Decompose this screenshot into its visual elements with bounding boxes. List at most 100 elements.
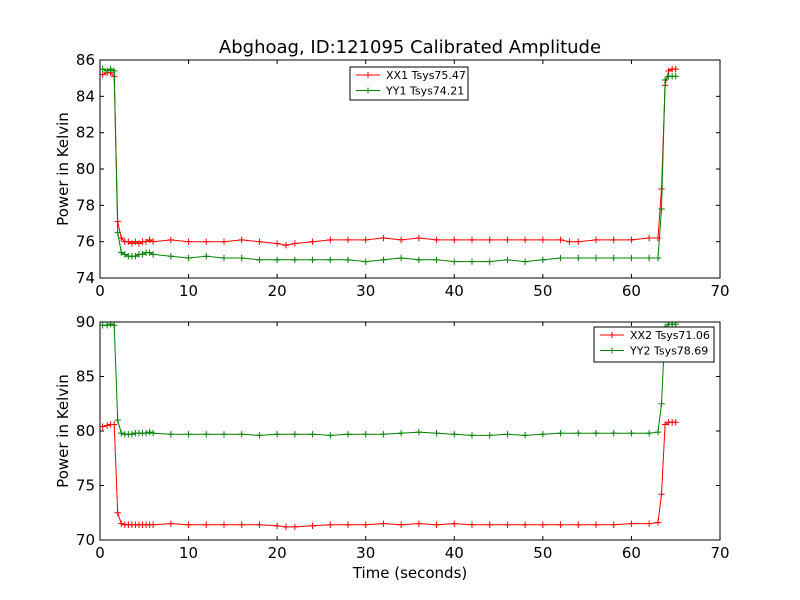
- data-point-marker: [645, 234, 653, 242]
- y-tick-label: 78: [76, 196, 95, 214]
- x-tick-label: 20: [268, 544, 287, 562]
- legend-box: [349, 66, 469, 101]
- data-point-marker: [380, 256, 387, 264]
- data-point-marker: [149, 238, 157, 245]
- data-point-marker: [100, 65, 106, 73]
- data-point-marker: [415, 520, 423, 527]
- legend-label: XX2 Tsys71.06: [630, 329, 710, 342]
- data-point-marker: [142, 429, 150, 437]
- data-point-marker: [610, 254, 617, 262]
- y-tick-label: 85: [76, 368, 95, 386]
- data-point-marker: [468, 236, 476, 244]
- y-tick-label: 74: [76, 269, 95, 287]
- y-tick-label: 76: [76, 233, 95, 251]
- data-point-marker: [557, 254, 564, 262]
- data-point-marker: [309, 238, 316, 245]
- data-point-marker: [291, 256, 299, 264]
- data-point-marker: [344, 256, 352, 264]
- x-tick-label: 60: [622, 282, 641, 300]
- top-subplot: 0 10 20 30 40 50 60 70 74 76 78 80 82 84 86 Power in Ke…: [54, 51, 730, 300]
- data-point-marker: [451, 520, 458, 527]
- data-point-marker: [654, 234, 662, 242]
- data-point-marker: [628, 429, 635, 437]
- data-point-marker: [273, 522, 281, 530]
- x-tick-label: 50: [533, 282, 552, 300]
- data-point-marker: [132, 238, 139, 245]
- data-point-marker: [118, 520, 125, 527]
- data-point-marker: [486, 236, 493, 244]
- data-point-marker: [103, 422, 111, 429]
- data-point-marker: [415, 428, 423, 436]
- data-point-marker: [114, 416, 121, 424]
- data-point-marker: [110, 322, 118, 329]
- data-point-marker: [139, 251, 146, 258]
- data-point-marker: [185, 238, 192, 245]
- legend-box: [593, 326, 715, 363]
- data-point-marker: [433, 521, 440, 528]
- data-point-marker: [451, 431, 458, 438]
- data-point-marker: [146, 428, 153, 436]
- data-point-marker: [103, 322, 111, 329]
- data-point-marker: [433, 256, 440, 264]
- data-point-marker: [504, 236, 511, 244]
- data-point-marker: [327, 236, 334, 244]
- data-point-marker: [282, 523, 290, 531]
- data-point-marker: [665, 67, 672, 75]
- data-point-marker: [238, 254, 245, 262]
- x-tick-label: 0: [95, 544, 105, 562]
- data-point-marker: [291, 240, 299, 247]
- data-point-marker: [521, 432, 529, 439]
- data-point-marker: [592, 254, 600, 262]
- data-point-marker: [661, 421, 669, 428]
- data-point-marker: [521, 258, 529, 265]
- y-tick-label: 84: [76, 87, 95, 105]
- data-point-marker: [167, 520, 175, 527]
- data-point-marker: [220, 238, 228, 245]
- x-tick-label: 60: [622, 544, 641, 562]
- data-point-marker: [125, 238, 132, 245]
- data-point-marker: [238, 521, 245, 528]
- data-point-marker: [291, 431, 299, 438]
- legend-marker: [609, 347, 615, 354]
- data-point-marker: [203, 238, 210, 245]
- legend: XX1 Tsys75.47 YY1 Tsys74.21: [349, 66, 469, 101]
- data-point-marker: [203, 253, 210, 260]
- data-point-marker: [121, 251, 128, 258]
- data-point-marker: [132, 253, 139, 260]
- data-point-marker: [539, 236, 547, 244]
- data-point-marker: [468, 258, 476, 265]
- data-point-marker: [628, 520, 635, 527]
- x-tick-label: 40: [445, 282, 464, 300]
- data-point-marker: [575, 429, 582, 437]
- data-point-marker: [539, 521, 547, 528]
- data-point-marker: [256, 432, 263, 439]
- data-point-marker: [100, 423, 106, 430]
- figure-title: Abghoag, ID:121095 Calibrated Amplitude: [219, 37, 601, 58]
- data-point-marker: [654, 519, 662, 526]
- y-tick-label: 86: [76, 51, 95, 69]
- data-point-marker: [118, 249, 125, 256]
- data-point-marker: [309, 522, 316, 530]
- data-point-marker: [185, 431, 192, 438]
- data-point-marker: [592, 236, 600, 244]
- data-point-marker: [557, 236, 564, 244]
- data-point-marker: [504, 521, 511, 528]
- data-point-marker: [397, 429, 405, 437]
- data-point-marker: [135, 240, 143, 247]
- data-point-marker: [672, 73, 679, 80]
- data-point-marker: [167, 431, 175, 438]
- data-point-marker: [672, 419, 679, 426]
- x-tick-label: 70: [710, 282, 729, 300]
- data-point-marker: [628, 236, 635, 244]
- y-tick-label: 82: [76, 124, 95, 142]
- data-point-marker: [654, 254, 662, 262]
- data-point-marker: [415, 256, 423, 264]
- data-point-marker: [645, 254, 653, 262]
- data-point-marker: [238, 431, 245, 438]
- data-point-marker: [344, 431, 352, 438]
- plot-area: [100, 65, 679, 265]
- y-axis-label: Power in Kelvin: [54, 374, 72, 488]
- y-tick-label: 70: [76, 531, 95, 549]
- data-point-marker: [521, 236, 529, 244]
